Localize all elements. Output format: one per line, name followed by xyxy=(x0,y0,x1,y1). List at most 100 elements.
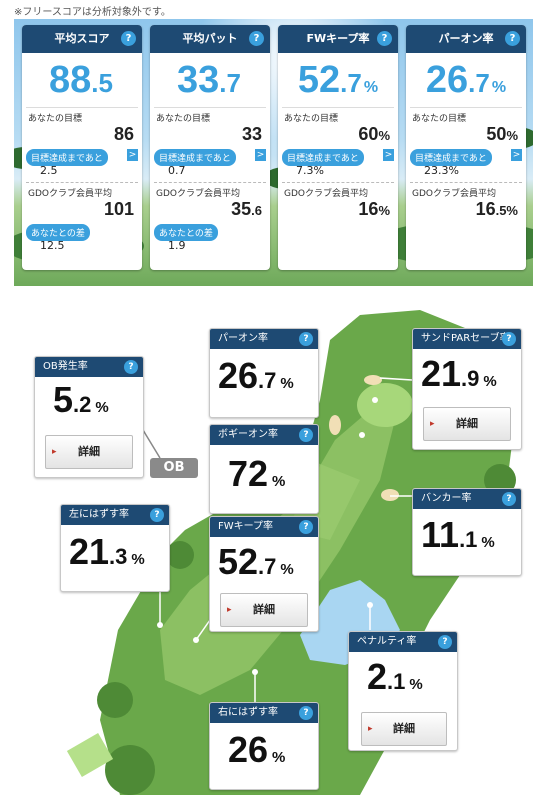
marker-dot xyxy=(252,669,258,675)
help-icon[interactable]: ? xyxy=(121,31,136,46)
club-average-value: 16.5% xyxy=(406,199,526,221)
arrow-right-icon[interactable]: > xyxy=(255,149,266,161)
card-title: 平均パット xyxy=(182,32,238,45)
gap-badge: 目標達成まであと xyxy=(282,149,364,166)
avg-suffix: .6 xyxy=(251,203,262,218)
stat-value: 52.7% xyxy=(210,537,318,595)
goal-value: 33 xyxy=(150,124,270,146)
gap-value: 7.3% xyxy=(296,164,324,177)
arrow-right-icon[interactable]: > xyxy=(127,149,138,161)
card-title: バンカー率 xyxy=(421,493,472,504)
stat-value: 21.9% xyxy=(413,349,521,407)
value-decimal: .7 xyxy=(219,68,241,98)
club-average-label: GDOクラブ会員平均 xyxy=(28,189,112,199)
club-average-value: 16% xyxy=(278,199,398,221)
avg-suffix: % xyxy=(378,203,390,218)
card-title: 左にはずす率 xyxy=(69,509,129,520)
value-decimal: .7 xyxy=(258,368,277,393)
connector-line xyxy=(379,377,413,381)
value-unit: % xyxy=(95,399,109,416)
stat-card-penalty: ペナルティ率? 2.1% 詳細 xyxy=(348,631,458,751)
club-average-label: GDOクラブ会員平均 xyxy=(412,189,496,199)
value-integer: 26 xyxy=(218,355,259,396)
stat-card-bunker: バンカー率? 11.1% xyxy=(412,488,522,576)
value-unit: % xyxy=(491,79,507,96)
marker-dot xyxy=(193,637,199,643)
goal-label: あなたの目標 xyxy=(412,114,467,124)
detail-button[interactable]: 詳細 xyxy=(220,593,308,627)
detail-button[interactable]: 詳細 xyxy=(423,407,511,441)
goal-label: あなたの目標 xyxy=(28,114,83,124)
stat-value: 26.7% xyxy=(210,349,318,411)
stat-card-miss-right: 右にはずす率? 26% xyxy=(209,702,319,790)
avg-number: 16 xyxy=(475,199,496,219)
help-icon[interactable]: ? xyxy=(124,360,138,374)
goal-value: 60% xyxy=(278,124,398,146)
value-unit: % xyxy=(363,79,379,96)
difference-badge: あなたとの差 xyxy=(154,224,218,241)
gap-badge: 目標達成まであと xyxy=(26,149,108,166)
course-map: OB OB発生率? 5.2% 詳細 パーオン率? 26.7% サンドPARセーブ… xyxy=(0,300,535,795)
value-decimal: .5 xyxy=(91,68,113,98)
help-icon[interactable]: ? xyxy=(249,31,264,46)
card-main-value: 52.7% xyxy=(278,53,398,107)
stat-value: 2.1% xyxy=(349,652,457,710)
stat-card-bogey-on: ボギーオン率? 72% xyxy=(209,424,319,514)
difference-badge: あなたとの差 xyxy=(26,224,90,241)
tree xyxy=(105,745,155,795)
value-integer: 26 xyxy=(425,59,469,101)
marker-dot xyxy=(367,602,373,608)
help-icon[interactable]: ? xyxy=(299,520,313,534)
arrow-right-icon[interactable]: > xyxy=(511,149,522,161)
help-icon[interactable]: ? xyxy=(505,31,520,46)
connector-line xyxy=(142,429,161,459)
summary-card-average-putts: 平均パット? 33.7 あなたの目標 33 目標達成まであと > 0.7 GDOク… xyxy=(150,25,270,270)
goal-label: あなたの目標 xyxy=(156,114,211,124)
card-main-value: 88.5 xyxy=(22,53,142,107)
value-integer: 11 xyxy=(421,514,460,555)
stat-card-fairway-keep: FWキープ率? 52.7% 詳細 xyxy=(209,516,319,632)
detail-button[interactable]: 詳細 xyxy=(361,712,447,746)
value-unit: % xyxy=(272,473,286,490)
card-title: 平均スコア xyxy=(54,32,110,45)
bunker xyxy=(329,415,341,435)
help-icon[interactable]: ? xyxy=(438,635,452,649)
arrow-right-icon[interactable]: > xyxy=(383,149,394,161)
value-decimal: .9 xyxy=(461,366,480,391)
card-title: ペナルティ率 xyxy=(357,636,417,647)
help-icon[interactable]: ? xyxy=(299,428,313,442)
club-average-value: 101 xyxy=(22,199,142,221)
help-icon[interactable]: ? xyxy=(299,332,313,346)
card-title: ボギーオン率 xyxy=(218,429,278,440)
value-decimal: .7 xyxy=(468,68,490,98)
detail-button[interactable]: 詳細 xyxy=(45,435,133,469)
help-icon[interactable]: ? xyxy=(150,508,164,522)
value-integer: 21 xyxy=(69,531,110,572)
gap-badge: 目標達成まであと xyxy=(154,149,236,166)
stat-card-par-on: パーオン率? 26.7% xyxy=(209,328,319,418)
card-title: OB発生率 xyxy=(43,361,88,372)
card-title: パーオン率 xyxy=(218,333,268,344)
goal-suffix: % xyxy=(378,128,390,143)
avg-number: 35 xyxy=(231,199,252,219)
avg-number: 101 xyxy=(103,199,134,219)
summary-banner: 平均スコア? 88.5 あなたの目標 86 目標達成まであと > 2.5 GDOク… xyxy=(14,19,533,286)
goal-number: 33 xyxy=(241,124,262,144)
club-average-label: GDOクラブ会員平均 xyxy=(284,189,368,199)
stat-value: 72% xyxy=(210,445,318,511)
card-title: FWキープ率 xyxy=(218,521,274,532)
stat-value: 26% xyxy=(210,723,318,785)
value-decimal: .3 xyxy=(109,544,128,569)
tree xyxy=(97,682,133,718)
help-icon[interactable]: ? xyxy=(502,492,516,506)
summary-card-par-on: パーオン率? 26.7% あなたの目標 50% 目標達成まであと > 23.3% … xyxy=(406,25,526,270)
stat-card-ob-rate: OB発生率? 5.2% 詳細 xyxy=(34,356,144,478)
difference-value: 1.9 xyxy=(168,239,186,252)
stat-card-miss-left: 左にはずす率? 21.3% xyxy=(60,504,170,592)
help-icon[interactable]: ? xyxy=(502,332,516,346)
help-icon[interactable]: ? xyxy=(377,31,392,46)
stat-value: 21.3% xyxy=(61,525,169,587)
help-icon[interactable]: ? xyxy=(299,706,313,720)
value-integer: 2 xyxy=(367,656,388,697)
avg-number: 16 xyxy=(358,199,379,219)
